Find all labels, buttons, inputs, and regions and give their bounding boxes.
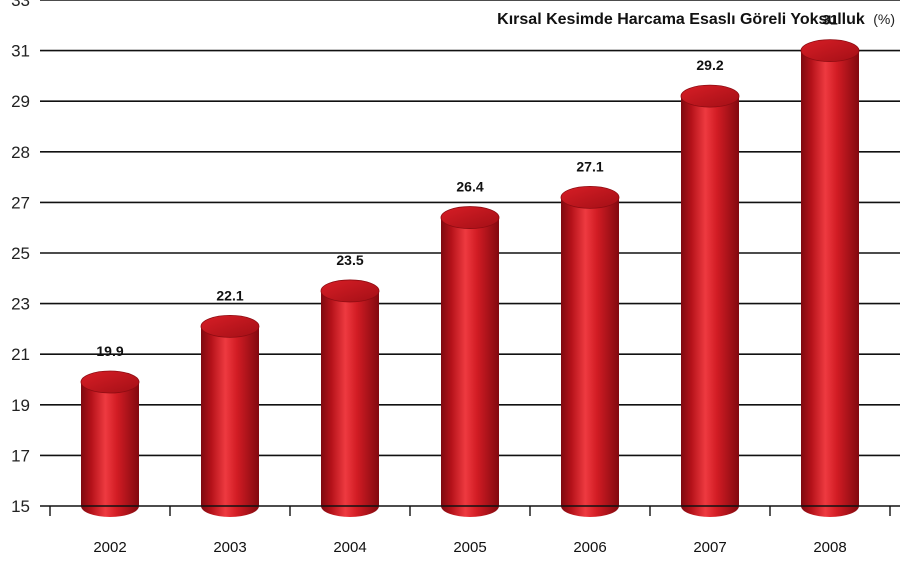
data-label: 26.4: [456, 179, 483, 195]
x-tick-label: 2006: [573, 539, 606, 556]
x-tick-label: 2007: [693, 539, 726, 556]
bar: [560, 185, 620, 517]
bars: [80, 39, 860, 517]
bar-top: [440, 206, 500, 229]
x-tick-label: 2008: [813, 539, 846, 556]
data-label: 19.9: [96, 343, 123, 359]
data-label: 22.1: [216, 287, 243, 303]
bar: [440, 206, 500, 517]
bar-body: [321, 290, 379, 517]
bar: [800, 39, 860, 517]
grid-lines: [40, 0, 900, 457]
x-axis: [40, 505, 900, 516]
chart-title-text: Kırsal Kesimde Harcama Esaslı Göreli Yok…: [497, 11, 865, 28]
chart-title: Kırsal Kesimde Harcama Esaslı Göreli Yok…: [497, 11, 895, 28]
y-tick-label: 23: [11, 295, 30, 314]
y-tick-label: 33: [11, 0, 30, 10]
bar-top: [560, 185, 620, 209]
y-tick-label: 27: [11, 193, 30, 212]
data-label: 31: [822, 12, 838, 28]
y-tick-label: 15: [11, 497, 30, 516]
y-tick-label: 25: [11, 244, 30, 263]
data-label: 29.2: [696, 57, 723, 73]
y-axis-tick-labels: 15 17 19 21 23 25 27 28 29 31 33: [11, 0, 30, 516]
y-tick-label: 19: [11, 396, 30, 415]
chart-title-unit: (%): [873, 11, 895, 27]
bar-top: [200, 314, 260, 338]
bar: [200, 314, 260, 517]
y-tick-label: 29: [11, 92, 30, 111]
bar-body: [801, 50, 859, 517]
bar-body: [201, 326, 259, 517]
y-tick-label: 17: [11, 446, 30, 465]
bar: [320, 279, 380, 517]
x-tick-label: 2004: [333, 539, 366, 556]
x-axis-tick-labels: 2002 2003 2004 2005 2006 2007 2008: [93, 539, 846, 556]
bar-top: [320, 279, 380, 303]
x-tick-label: 2005: [453, 539, 486, 556]
bar-top: [680, 84, 740, 108]
y-tick-label: 31: [11, 42, 30, 61]
y-tick-label: 28: [11, 143, 30, 162]
data-label: 23.5: [336, 252, 363, 268]
x-tick-label: 2003: [213, 539, 246, 556]
bar-top: [80, 370, 140, 394]
data-labels: 19.9 22.1 23.5 26.4 27.1 29.2 31: [96, 12, 838, 359]
bar-body: [81, 382, 139, 517]
data-label: 27.1: [576, 158, 603, 174]
bar-body: [681, 96, 739, 517]
bar-body: [441, 217, 499, 517]
x-tick-label: 2002: [93, 539, 126, 556]
bar: [80, 370, 140, 517]
y-tick-label: 21: [11, 345, 30, 364]
bar-top: [800, 39, 860, 62]
bar-body: [561, 197, 619, 517]
bar: [680, 84, 740, 517]
